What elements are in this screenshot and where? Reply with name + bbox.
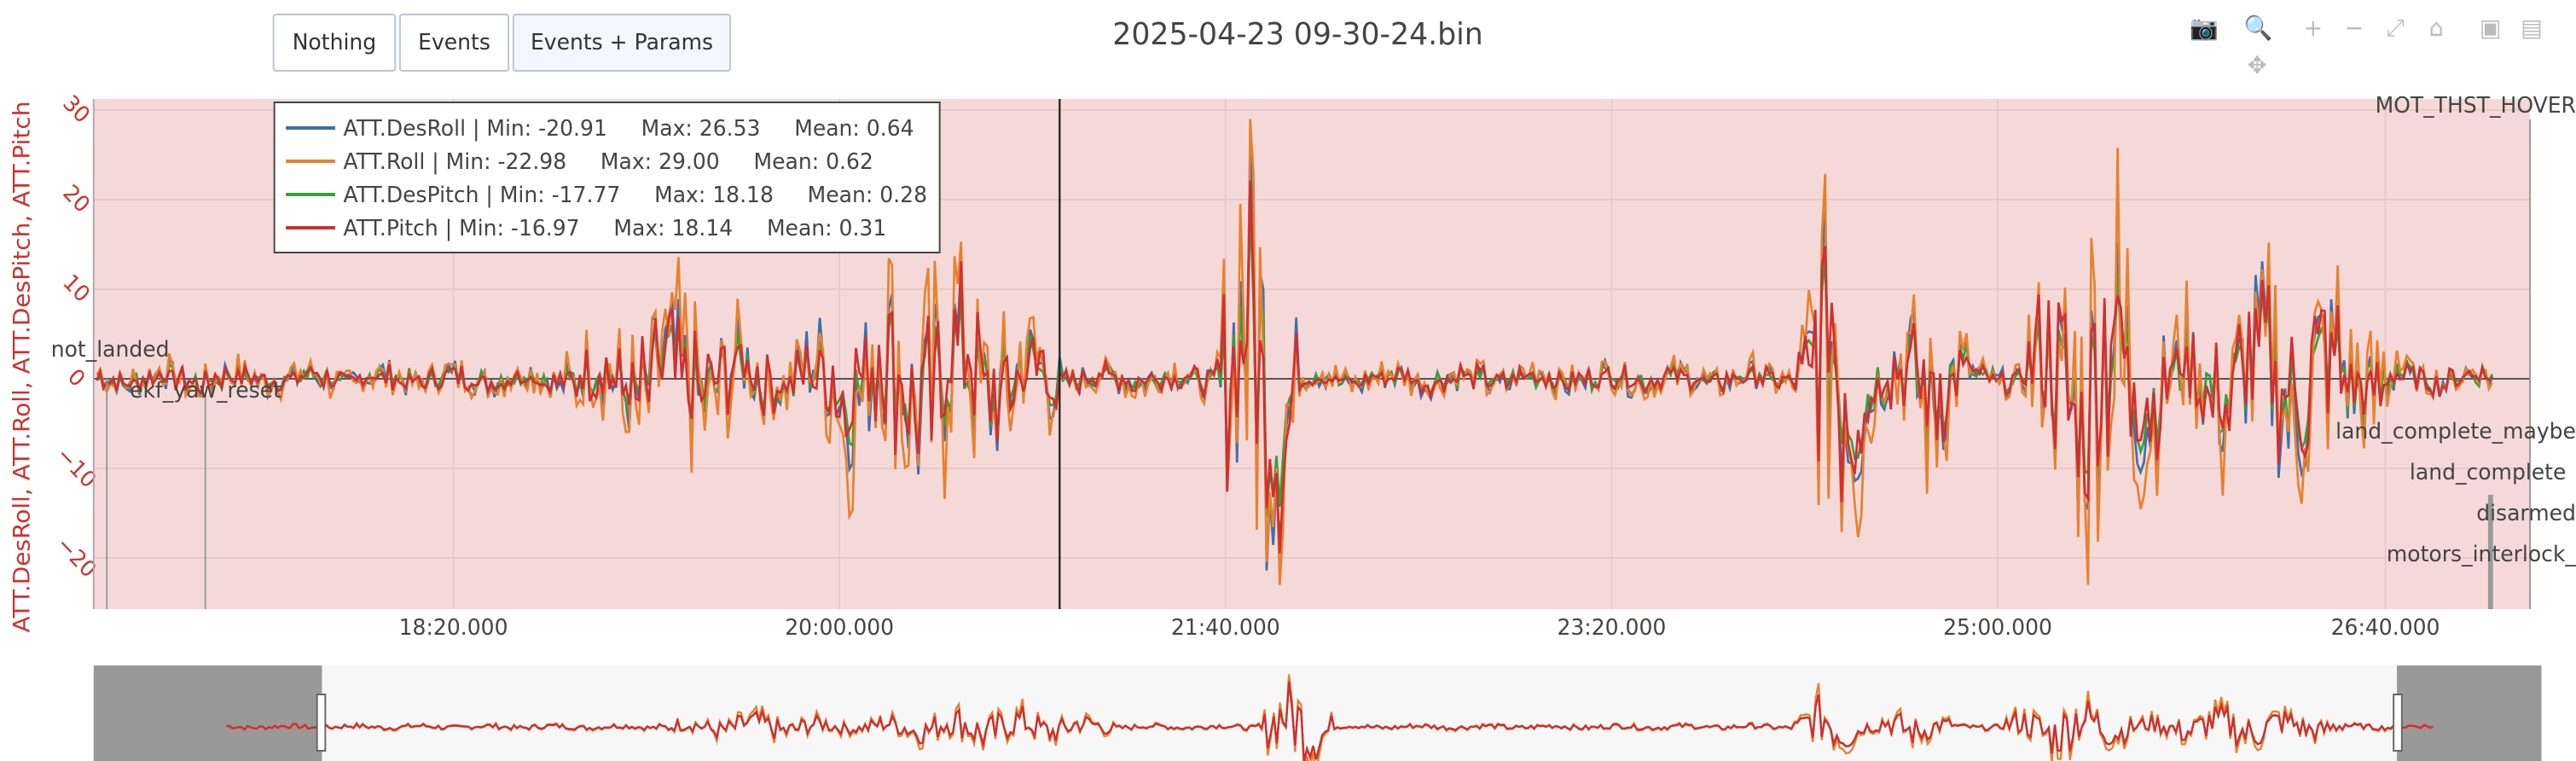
legend-entry: ATT.DesRoll | Min: -20.91 Max: 26.53 Mea… bbox=[344, 116, 914, 142]
range-slider bbox=[93, 665, 2542, 761]
zoom-out-icon[interactable]: − bbox=[2344, 15, 2364, 43]
range-handle-left[interactable] bbox=[316, 694, 327, 752]
y-tick-label: 10 bbox=[58, 270, 95, 308]
range-slider-trace bbox=[226, 681, 2434, 761]
legend-box bbox=[273, 102, 941, 253]
x-tick-label: 26:40.000 bbox=[2331, 615, 2440, 642]
events-params-button[interactable]: Events + Params bbox=[512, 14, 732, 72]
series-line-att-pitch bbox=[96, 180, 2493, 554]
event-label: not_landed bbox=[51, 337, 170, 363]
zoom-in-icon[interactable]: + bbox=[2303, 15, 2324, 43]
x-tick-label: 23:20.000 bbox=[1557, 615, 1666, 642]
legend: ATT.DesRoll | Min: -20.91 Max: 26.53 Mea… bbox=[273, 102, 941, 253]
y-tick-label: 0 bbox=[62, 364, 90, 392]
range-handle-right[interactable] bbox=[2393, 694, 2403, 752]
y-tick-label: 30 bbox=[58, 90, 95, 129]
save-icon[interactable]: ▣ bbox=[2480, 15, 2502, 43]
y-axis-label: ATT.DesRoll, ATT.Roll, ATT.DesPitch, ATT… bbox=[9, 102, 35, 633]
event-label: motors_interlock_ bbox=[2387, 542, 2576, 568]
autoscale-icon[interactable]: ⤢ bbox=[2386, 15, 2405, 43]
pan-icon[interactable]: ✥ bbox=[2248, 53, 2267, 80]
x-tick-label: 21:40.000 bbox=[1171, 615, 1280, 642]
range-slider-mask-right bbox=[2397, 665, 2542, 761]
home-icon[interactable]: ⌂ bbox=[2428, 15, 2444, 43]
legend-entry: ATT.Pitch | Min: -16.97 Max: 18.14 Mean:… bbox=[344, 216, 887, 242]
legend-entry: ATT.Roll | Min: -22.98 Max: 29.00 Mean: … bbox=[344, 149, 873, 176]
export-icon[interactable]: ▤ bbox=[2521, 15, 2543, 43]
event-label: ekf_yaw_reset bbox=[130, 378, 281, 404]
series-line-att-roll bbox=[96, 119, 2493, 585]
event-label: disarmed bbox=[2476, 501, 2576, 527]
event-label: land_complete bbox=[2410, 460, 2566, 486]
legend-entry: ATT.DesPitch | Min: -17.77 Max: 18.18 Me… bbox=[344, 183, 927, 209]
zoom-icon[interactable]: 🔍 bbox=[2243, 15, 2273, 43]
chart-title: 2025-04-23 09-30-24.bin bbox=[1112, 17, 1483, 53]
nothing-button[interactable]: Nothing bbox=[272, 14, 397, 72]
range-slider-mask-left bbox=[93, 665, 322, 761]
range-slider-bg bbox=[93, 665, 2542, 761]
y-tick-label: 20 bbox=[58, 180, 95, 218]
x-tick-label: 20:00.000 bbox=[785, 615, 894, 642]
param-label: MOT_THST_HOVER bbox=[2376, 93, 2576, 119]
event-label: land_complete_maybe bbox=[2335, 419, 2576, 445]
x-tick-label: 18:20.000 bbox=[399, 615, 508, 642]
events-button[interactable]: Events bbox=[399, 14, 510, 72]
x-tick-label: 25:00.000 bbox=[1943, 615, 2052, 642]
camera-icon[interactable]: 📷 bbox=[2190, 15, 2219, 43]
